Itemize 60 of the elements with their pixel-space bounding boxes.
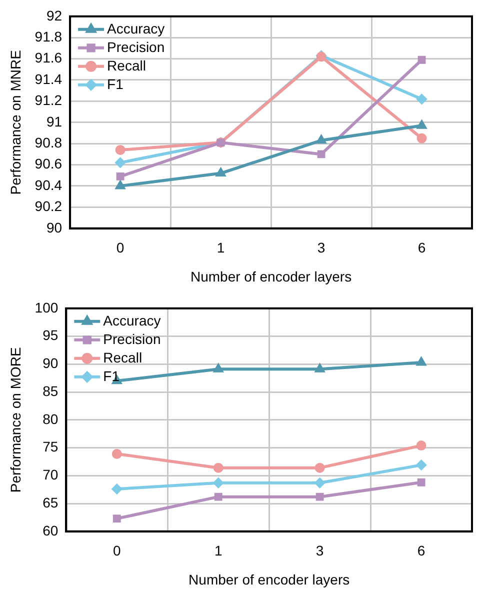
legend-label: Precision	[107, 38, 165, 55]
x-tick-label: 0	[116, 240, 124, 256]
y-axis-title: Performance on MNRE	[7, 50, 24, 195]
point	[112, 484, 122, 494]
point	[316, 492, 324, 501]
legend-label: Precision	[103, 330, 161, 347]
y-tick-label: 90.8	[34, 134, 62, 150]
legend-label: F1	[107, 76, 124, 92]
x-tick-label: 3	[316, 542, 324, 559]
x-tick-label: 6	[418, 240, 426, 256]
x-tick-label: 1	[214, 542, 222, 559]
legend-label: F1	[103, 368, 120, 384]
x-tick-label: 1	[216, 240, 225, 256]
point	[314, 478, 325, 488]
y-tick-label: 100	[34, 299, 58, 316]
y-axis-title: Performance on MORE	[7, 347, 24, 493]
legend-label: Accuracy	[107, 20, 165, 36]
point	[115, 144, 126, 155]
point	[416, 440, 426, 451]
x-tick-label: 3	[317, 240, 326, 256]
point	[116, 172, 124, 180]
point	[417, 478, 426, 486]
point	[213, 478, 224, 488]
y-tick-label: 80	[42, 410, 58, 427]
point	[317, 150, 326, 158]
y-tick-label: 75	[42, 438, 58, 455]
point	[416, 357, 426, 366]
y-tick-label: 91.2	[34, 92, 62, 108]
point	[214, 492, 222, 501]
x-axis-title: Number of encoder layers	[188, 571, 350, 588]
y-tick-label: 85	[42, 382, 58, 399]
point	[112, 514, 121, 523]
y-tick-label: 65	[42, 494, 58, 510]
y-tick-label: 91.4	[34, 70, 62, 87]
y-tick-label: 90	[42, 355, 58, 372]
point	[115, 158, 126, 168]
legend-label: Recall	[107, 57, 146, 74]
legend-label: Recall	[103, 349, 142, 366]
y-tick-label: 92	[46, 7, 62, 24]
y-tick-label: 91	[46, 113, 62, 130]
point	[314, 462, 325, 473]
x-tick-label: 6	[417, 542, 426, 559]
y-tick-label: 70	[42, 466, 58, 483]
y-tick-label: 91.6	[34, 50, 62, 66]
legend-label: Accuracy	[103, 312, 161, 328]
y-tick-label: 91.8	[34, 28, 62, 44]
point	[213, 462, 224, 473]
y-tick-label: 60	[42, 522, 58, 538]
x-tick-label: 0	[112, 542, 121, 559]
point	[416, 94, 427, 104]
y-tick-label: 90.6	[34, 156, 62, 172]
point	[418, 56, 426, 64]
y-tick-label: 90.4	[34, 176, 62, 193]
y-tick-label: 95	[42, 327, 58, 344]
point	[112, 448, 122, 459]
y-tick-label: 90	[46, 219, 62, 236]
point	[416, 133, 427, 144]
x-axis-title: Number of encoder layers	[190, 268, 352, 284]
point	[416, 460, 426, 470]
y-tick-label: 90.2	[34, 198, 62, 214]
